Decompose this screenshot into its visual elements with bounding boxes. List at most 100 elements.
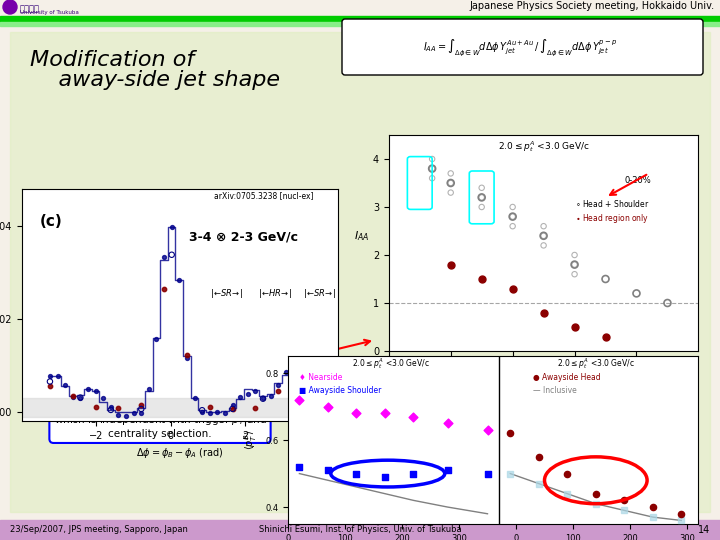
Point bbox=[257, 394, 269, 403]
Y-axis label: $I_{AA}$: $I_{AA}$ bbox=[354, 229, 369, 243]
Point bbox=[426, 164, 438, 173]
Point bbox=[507, 212, 518, 221]
Text: $|\!\leftarrow\! SR\!\rightarrow\!|$: $|\!\leftarrow\! SR\!\rightarrow\!|$ bbox=[210, 287, 243, 300]
Point bbox=[227, 406, 238, 415]
Point bbox=[569, 323, 580, 332]
Point bbox=[476, 193, 487, 202]
Text: arXiv:0705.3238 [nucl-ex]: arXiv:0705.3238 [nucl-ex] bbox=[214, 191, 314, 200]
Text: ♦ Nearside: ♦ Nearside bbox=[300, 373, 343, 382]
Point bbox=[112, 401, 124, 410]
Point bbox=[348, 407, 360, 416]
Point bbox=[181, 353, 193, 361]
Awayside Shoulder bbox=[322, 466, 333, 475]
Awayside Shoulder bbox=[482, 469, 493, 478]
Point bbox=[60, 381, 71, 390]
Point bbox=[631, 289, 642, 298]
Point bbox=[150, 337, 162, 346]
Point bbox=[128, 406, 140, 415]
Awayside Head bbox=[618, 496, 630, 505]
Bar bbox=[0, 16, 720, 22]
Point bbox=[538, 232, 549, 240]
Point bbox=[181, 348, 193, 356]
Nearside bbox=[351, 409, 362, 417]
Inclusive bbox=[295, 470, 304, 477]
Nearside bbox=[322, 402, 333, 411]
Point bbox=[166, 223, 177, 232]
Point bbox=[135, 400, 147, 408]
Point bbox=[476, 184, 487, 192]
Point bbox=[445, 188, 456, 197]
Point bbox=[310, 390, 322, 399]
Text: 23/Sep/2007, JPS meeting, Sapporo, Japan: 23/Sep/2007, JPS meeting, Sapporo, Japan bbox=[10, 525, 188, 535]
Point bbox=[197, 406, 208, 415]
Point bbox=[505, 469, 516, 478]
Point bbox=[280, 372, 292, 381]
Point bbox=[295, 386, 307, 394]
Point bbox=[476, 202, 487, 211]
Text: away-side jet shape: away-side jet shape bbox=[30, 70, 280, 90]
Text: 14: 14 bbox=[698, 525, 710, 535]
Awayside Head bbox=[590, 489, 602, 498]
Point bbox=[135, 397, 147, 406]
Point bbox=[44, 370, 55, 379]
Point bbox=[426, 174, 438, 183]
Text: Softening of away side head region, which
is consistent with energy loss scenari: Softening of away side head region, whic… bbox=[49, 359, 271, 381]
Point bbox=[242, 383, 253, 391]
Point bbox=[445, 179, 456, 187]
Text: University of Tsukuba: University of Tsukuba bbox=[20, 10, 79, 15]
Point bbox=[112, 408, 124, 416]
Point bbox=[90, 399, 102, 407]
Point bbox=[189, 388, 200, 397]
Awayside Head bbox=[675, 509, 687, 518]
Circle shape bbox=[3, 0, 17, 14]
Point bbox=[569, 260, 580, 269]
Inclusive bbox=[483, 510, 492, 517]
Point bbox=[562, 489, 573, 498]
Point bbox=[372, 407, 383, 416]
Point bbox=[166, 251, 177, 259]
Text: 0-20%: 0-20% bbox=[624, 176, 651, 185]
Point bbox=[507, 202, 518, 211]
Point bbox=[538, 222, 549, 231]
Point bbox=[303, 393, 315, 402]
Point bbox=[105, 406, 117, 414]
Point bbox=[105, 407, 117, 416]
Inclusive bbox=[323, 477, 332, 483]
Point bbox=[295, 383, 307, 392]
Point bbox=[341, 410, 353, 418]
Text: 2.0$\leq p_t^A$ <3.0 GeV/c: 2.0$\leq p_t^A$ <3.0 GeV/c bbox=[351, 356, 430, 371]
Awayside Head bbox=[562, 469, 573, 478]
Text: $|\!\leftarrow\! SR\!\rightarrow\!|$: $|\!\leftarrow\! SR\!\rightarrow\!|$ bbox=[303, 287, 336, 300]
Point bbox=[219, 406, 230, 415]
Point bbox=[120, 410, 132, 418]
Text: $|\!\leftarrow\! HR\!\rightarrow\!|$: $|\!\leftarrow\! HR\!\rightarrow\!|$ bbox=[258, 287, 292, 300]
Point bbox=[445, 260, 456, 269]
Bar bbox=[0, 520, 720, 540]
Point bbox=[158, 285, 170, 294]
Text: Away side shoulder region is universal,
which is independent with trigger $p_T$ : Away side shoulder region is universal, … bbox=[53, 401, 266, 439]
Text: Japanese Physics Society meeting, Hokkaido Univ.: Japanese Physics Society meeting, Hokkai… bbox=[470, 1, 715, 11]
Awayside Shoulder bbox=[442, 466, 454, 475]
Text: $\bullet$ Head region only: $\bullet$ Head region only bbox=[575, 212, 649, 225]
Awayside Shoulder bbox=[294, 463, 305, 471]
Point bbox=[204, 401, 215, 409]
Point bbox=[507, 284, 518, 293]
Point bbox=[507, 222, 518, 231]
Point bbox=[212, 410, 223, 419]
Text: 3-4 ⊗ 2-3 GeV/c: 3-4 ⊗ 2-3 GeV/c bbox=[189, 230, 298, 243]
Point bbox=[135, 404, 147, 413]
Awayside Shoulder bbox=[379, 472, 391, 481]
Point bbox=[318, 400, 330, 409]
Point bbox=[67, 396, 78, 404]
Point bbox=[82, 387, 94, 396]
Inclusive bbox=[381, 490, 390, 497]
Point bbox=[257, 393, 269, 402]
Point bbox=[174, 270, 185, 279]
Point bbox=[318, 386, 330, 394]
Point bbox=[618, 506, 630, 515]
Point bbox=[250, 382, 261, 391]
Awayside Shoulder bbox=[351, 469, 362, 478]
Text: — Inclusive: — Inclusive bbox=[533, 386, 577, 395]
Point bbox=[569, 260, 580, 269]
Point bbox=[97, 398, 109, 407]
